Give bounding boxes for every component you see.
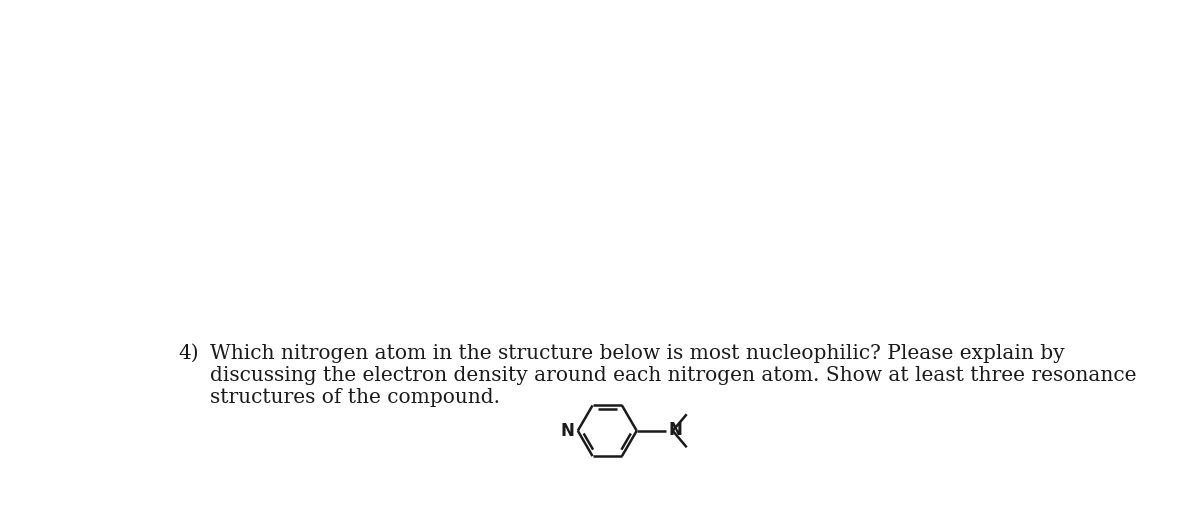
Text: 4): 4) bbox=[178, 344, 198, 363]
Text: N: N bbox=[668, 422, 683, 440]
Text: structures of the compound.: structures of the compound. bbox=[210, 388, 500, 407]
Text: N: N bbox=[560, 422, 575, 440]
Text: Which nitrogen atom in the structure below is most nucleophilic? Please explain : Which nitrogen atom in the structure bel… bbox=[210, 344, 1066, 363]
Text: discussing the electron density around each nitrogen atom. Show at least three r: discussing the electron density around e… bbox=[210, 366, 1136, 385]
